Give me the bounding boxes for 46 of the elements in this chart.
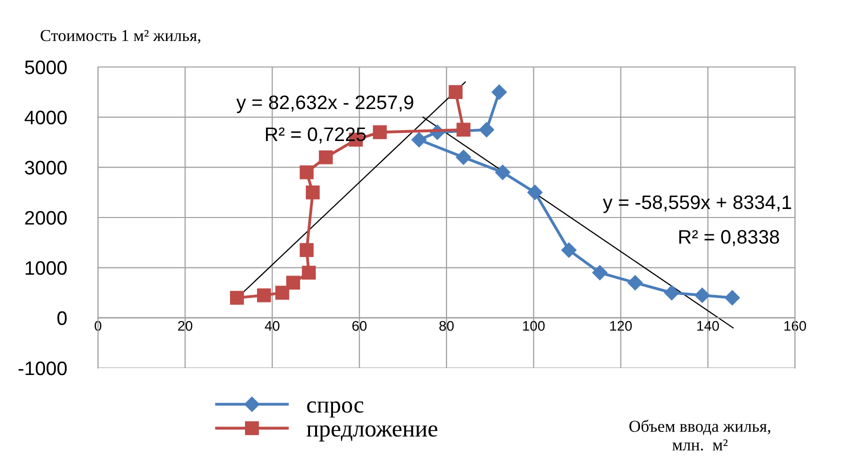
x-tick-label: 140 [697, 320, 719, 331]
annotation: y = -58,559x + 8334,1 [602, 195, 792, 214]
y-tick-label: 4000 [24, 110, 67, 124]
point [300, 243, 314, 258]
point [318, 150, 333, 164]
x-tick-label: 120 [610, 320, 632, 331]
point [302, 266, 316, 280]
point [592, 265, 608, 280]
x-axis-title: Объем ввода жилья, млн. м² [629, 420, 770, 451]
annotation: R² = 0,8338 [679, 230, 780, 246]
point [286, 276, 300, 290]
x-tick-label: 80 [439, 320, 454, 331]
annotation: y = 82,632x - 2257,9 [236, 95, 414, 114]
y-axis-title: Стоимость 1 м² жилья, [40, 30, 200, 44]
point [275, 286, 290, 300]
point [561, 242, 576, 258]
point [456, 150, 472, 165]
legend-label: предложение [306, 425, 438, 442]
point [724, 290, 740, 306]
x-tick-label: 20 [178, 320, 192, 331]
point [257, 288, 271, 302]
point [492, 84, 507, 100]
x-tick-label: 160 [784, 320, 806, 331]
point [230, 290, 244, 305]
y-tick-label: 2000 [25, 210, 67, 225]
point [300, 165, 314, 180]
point [479, 122, 494, 138]
point [448, 85, 463, 100]
point [694, 288, 710, 303]
x-tick-label: 40 [264, 320, 280, 331]
x-tick-label: 60 [352, 320, 367, 331]
point [411, 132, 427, 148]
x-tick-label: 100 [523, 320, 545, 331]
point [372, 125, 387, 140]
y-tick-label: -1000 [18, 361, 67, 376]
point [456, 122, 470, 137]
point [628, 275, 643, 290]
point [495, 164, 510, 180]
legend-label: спрос [307, 401, 364, 418]
point [664, 285, 680, 300]
y-tick-label: 1000 [26, 261, 67, 275]
annotation: R² = 0,7225 [266, 127, 366, 144]
point [306, 185, 320, 200]
point [527, 184, 542, 200]
y-tick-label: 5000 [24, 60, 67, 74]
y-tick-label: 3000 [24, 160, 67, 175]
